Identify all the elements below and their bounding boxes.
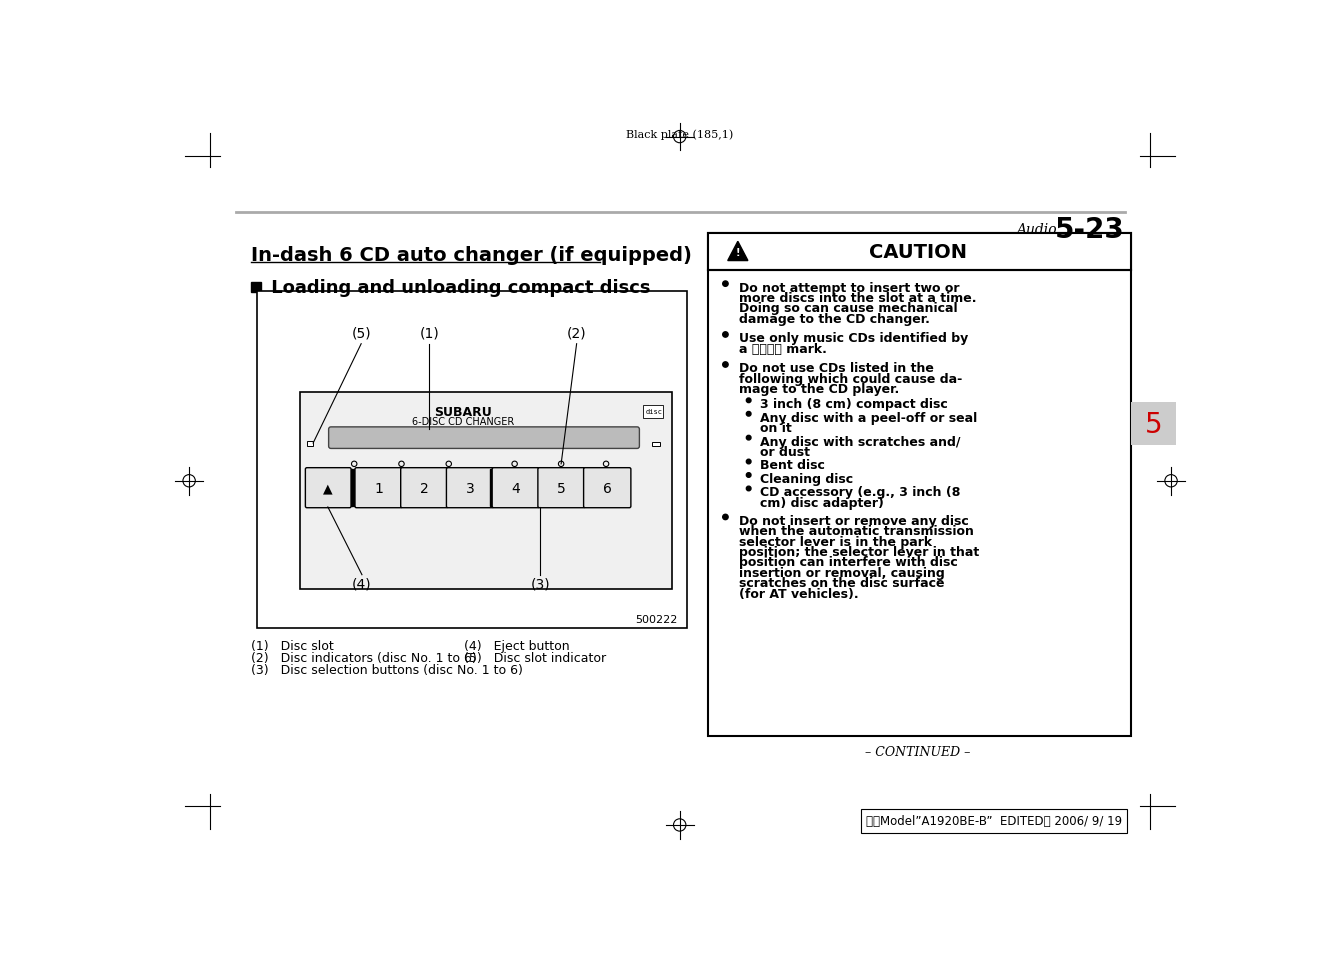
Text: 5: 5 bbox=[1144, 411, 1162, 438]
Text: CAUTION: CAUTION bbox=[869, 243, 966, 261]
Bar bbox=[307, 441, 313, 447]
Text: (2): (2) bbox=[567, 327, 587, 340]
Text: Any disc with scratches and/: Any disc with scratches and/ bbox=[759, 436, 959, 448]
Bar bbox=[251, 283, 261, 293]
Text: a Ⓒⓓⓘⓔ mark.: a Ⓒⓓⓘⓔ mark. bbox=[739, 342, 827, 355]
Circle shape bbox=[746, 487, 751, 491]
Circle shape bbox=[746, 459, 751, 464]
Text: – CONTINUED –: – CONTINUED – bbox=[865, 744, 970, 758]
Text: 6-DISC CD CHANGER: 6-DISC CD CHANGER bbox=[411, 417, 514, 427]
Text: 2: 2 bbox=[419, 481, 429, 496]
Text: (for AT vehicles).: (for AT vehicles). bbox=[739, 587, 859, 600]
Circle shape bbox=[723, 333, 729, 337]
FancyBboxPatch shape bbox=[401, 468, 449, 508]
Text: 3: 3 bbox=[466, 481, 475, 496]
Text: position; the selector lever in that: position; the selector lever in that bbox=[739, 545, 979, 558]
Text: on it: on it bbox=[759, 421, 791, 435]
Text: 6: 6 bbox=[602, 481, 612, 496]
Circle shape bbox=[746, 436, 751, 440]
Text: (3)   Disc selection buttons (disc No. 1 to 6): (3) Disc selection buttons (disc No. 1 t… bbox=[251, 663, 523, 677]
Bar bbox=[354, 470, 356, 507]
FancyBboxPatch shape bbox=[492, 468, 539, 508]
FancyBboxPatch shape bbox=[537, 468, 585, 508]
Text: 4: 4 bbox=[511, 481, 520, 496]
Text: 3 inch (8 cm) compact disc: 3 inch (8 cm) compact disc bbox=[759, 397, 947, 411]
Text: Do not attempt to insert two or: Do not attempt to insert two or bbox=[739, 281, 959, 294]
Bar bbox=[300, 393, 671, 590]
Text: (4): (4) bbox=[352, 577, 372, 591]
Circle shape bbox=[723, 282, 729, 287]
Text: Do not use CDs listed in the: Do not use CDs listed in the bbox=[739, 362, 934, 375]
Text: CD accessory (e.g., 3 inch (8: CD accessory (e.g., 3 inch (8 bbox=[759, 486, 959, 498]
Text: In-dash 6 CD auto changer (if equipped): In-dash 6 CD auto changer (if equipped) bbox=[251, 246, 691, 265]
Text: scratches on the disc surface: scratches on the disc surface bbox=[739, 577, 945, 590]
FancyBboxPatch shape bbox=[329, 428, 640, 449]
Text: Do not insert or remove any disc: Do not insert or remove any disc bbox=[739, 515, 969, 527]
Text: following which could cause da-: following which could cause da- bbox=[739, 373, 962, 385]
Text: (5): (5) bbox=[352, 327, 372, 340]
FancyBboxPatch shape bbox=[305, 468, 352, 508]
Text: 北米Model”A1920BE-B”  EDITED： 2006/ 9/ 19: 北米Model”A1920BE-B” EDITED： 2006/ 9/ 19 bbox=[867, 815, 1123, 827]
Text: Any disc with a peel-off or seal: Any disc with a peel-off or seal bbox=[759, 412, 977, 424]
Text: Doing so can cause mechanical: Doing so can cause mechanical bbox=[739, 302, 958, 315]
FancyBboxPatch shape bbox=[356, 468, 402, 508]
Text: when the automatic transmission: when the automatic transmission bbox=[739, 525, 974, 537]
Text: disc: disc bbox=[646, 409, 662, 416]
Text: (5)   Disc slot indicator: (5) Disc slot indicator bbox=[464, 651, 606, 664]
Text: Cleaning disc: Cleaning disc bbox=[759, 473, 853, 485]
Text: ▲: ▲ bbox=[322, 481, 333, 495]
Bar bbox=[644, 405, 664, 419]
Bar bbox=[652, 443, 660, 447]
Text: 1: 1 bbox=[374, 481, 384, 496]
Text: insertion or removal, causing: insertion or removal, causing bbox=[739, 566, 945, 579]
Text: 5: 5 bbox=[557, 481, 565, 496]
Circle shape bbox=[746, 412, 751, 416]
Text: Use only music CDs identified by: Use only music CDs identified by bbox=[739, 332, 969, 345]
Bar bbox=[1131, 403, 1176, 445]
Bar bbox=[490, 470, 492, 507]
Circle shape bbox=[746, 474, 751, 477]
Text: Black plate (185,1): Black plate (185,1) bbox=[626, 130, 734, 140]
Circle shape bbox=[746, 398, 751, 403]
Text: (1): (1) bbox=[419, 327, 439, 340]
FancyBboxPatch shape bbox=[446, 468, 494, 508]
Circle shape bbox=[723, 515, 729, 520]
Text: selector lever is in the park: selector lever is in the park bbox=[739, 535, 933, 548]
Bar bbox=[257, 292, 686, 628]
Polygon shape bbox=[727, 242, 748, 261]
Text: or dust: or dust bbox=[759, 445, 809, 458]
Text: (1)   Disc slot: (1) Disc slot bbox=[251, 639, 334, 652]
Bar bbox=[709, 233, 1131, 736]
Text: Loading and unloading compact discs: Loading and unloading compact discs bbox=[265, 278, 650, 296]
Bar bbox=[861, 809, 1127, 833]
Bar bbox=[492, 470, 495, 507]
Text: (4)   Eject button: (4) Eject button bbox=[464, 639, 569, 652]
Text: 500222: 500222 bbox=[636, 615, 677, 625]
Text: position can interfere with disc: position can interfere with disc bbox=[739, 556, 958, 569]
Text: damage to the CD changer.: damage to the CD changer. bbox=[739, 313, 930, 325]
Text: SUBARU: SUBARU bbox=[434, 406, 491, 418]
Text: cm) disc adapter): cm) disc adapter) bbox=[759, 497, 884, 509]
Text: (3): (3) bbox=[531, 577, 549, 591]
Text: Bent disc: Bent disc bbox=[759, 459, 824, 472]
Text: (2)   Disc indicators (disc No. 1 to 6): (2) Disc indicators (disc No. 1 to 6) bbox=[251, 651, 476, 664]
Text: more discs into the slot at a time.: more discs into the slot at a time. bbox=[739, 292, 977, 305]
Circle shape bbox=[723, 362, 729, 368]
Bar bbox=[709, 233, 1131, 271]
Text: 5-23: 5-23 bbox=[1055, 215, 1124, 244]
Text: Audio: Audio bbox=[1016, 223, 1058, 236]
Bar bbox=[352, 470, 353, 507]
FancyBboxPatch shape bbox=[584, 468, 630, 508]
Text: mage to the CD player.: mage to the CD player. bbox=[739, 383, 900, 395]
Text: !: ! bbox=[735, 248, 740, 258]
